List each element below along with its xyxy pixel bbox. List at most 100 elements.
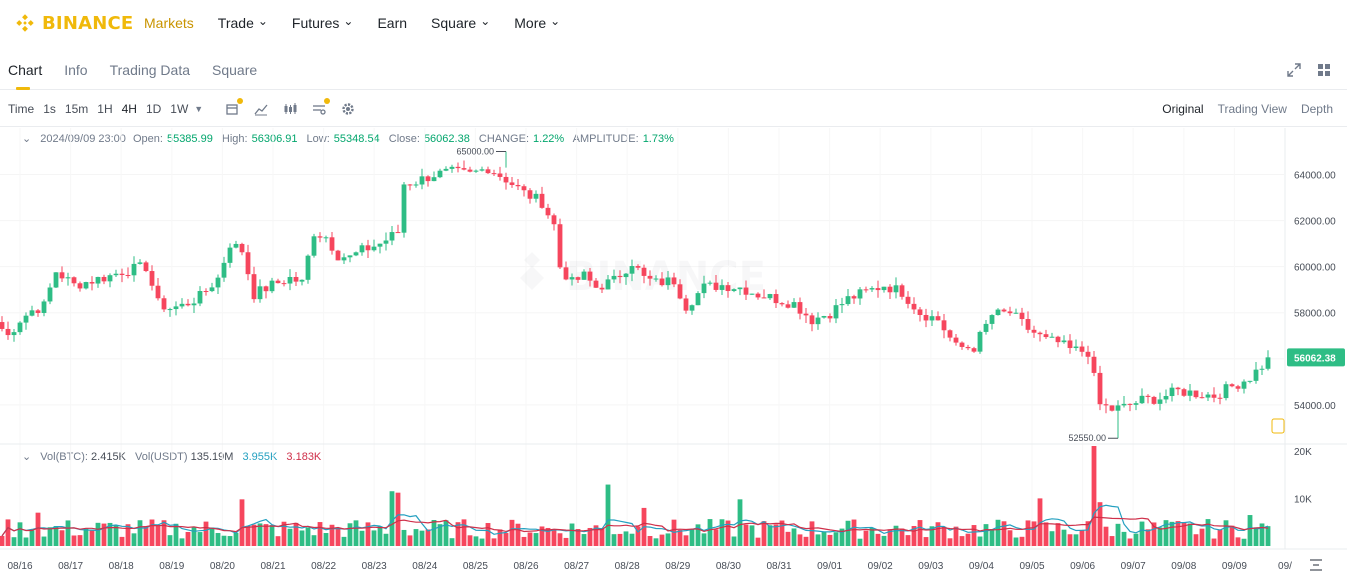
candle	[929, 310, 935, 326]
time-tick-label: 08/30	[716, 561, 741, 572]
candle	[239, 242, 245, 256]
candle	[1121, 395, 1127, 408]
volume-bar	[953, 526, 959, 546]
volume-bar	[989, 529, 995, 546]
volume-bar	[1133, 533, 1139, 546]
binance-logo[interactable]: BINANCE	[14, 12, 134, 34]
volume-bars	[0, 446, 1271, 546]
candle	[533, 190, 539, 203]
volume-bar	[809, 521, 815, 546]
volume-bar	[239, 499, 245, 546]
time-tick-label: 08/21	[260, 561, 285, 572]
candle	[179, 298, 185, 309]
volume-bar	[203, 521, 209, 546]
volume-bar	[611, 534, 617, 546]
candle	[233, 240, 239, 249]
volume-bar	[1109, 536, 1115, 546]
volume-bar	[113, 525, 119, 546]
indicator-icon[interactable]	[254, 102, 268, 116]
layout-grid-icon[interactable]	[1317, 63, 1331, 77]
time-tick-label: 09/06	[1070, 561, 1095, 572]
volume-bar	[767, 525, 773, 546]
candle	[77, 281, 83, 292]
display-settings-icon[interactable]	[312, 97, 331, 116]
volume-bar	[335, 528, 341, 546]
candle	[1163, 389, 1169, 404]
volume-bar	[569, 523, 575, 546]
volume-bar	[23, 537, 29, 546]
volume-bar	[551, 529, 557, 546]
price-chart[interactable]: BINANCE 65000.00 52550.00 64000.00 62000.00 6…	[0, 128, 1347, 575]
chart-view-switch: Original Trading View Depth	[1148, 91, 1333, 127]
view-trading-view[interactable]: Trading View	[1217, 102, 1287, 116]
tab-chart[interactable]: Chart	[8, 50, 42, 90]
volume-bar	[29, 530, 35, 546]
volume-bar	[89, 530, 95, 546]
candle	[869, 286, 875, 293]
interval-1h[interactable]: 1H	[97, 101, 113, 116]
vol-btc-label: Vol(BTC):	[40, 451, 88, 463]
candle	[1241, 379, 1247, 394]
interval-1s[interactable]: 1s	[43, 101, 56, 116]
volume-bar	[323, 533, 329, 546]
time-tick-label: 09/02	[868, 561, 893, 572]
ohlc-collapse-icon[interactable]: ⌄	[22, 133, 32, 145]
candle	[719, 279, 725, 296]
nav-item-earn[interactable]: Earn	[377, 15, 407, 31]
nav-item-square[interactable]: Square ⌄	[431, 14, 490, 31]
volume-bar	[773, 524, 779, 546]
candle	[275, 278, 281, 284]
volume-bar	[215, 533, 221, 546]
interval-dropdown-icon[interactable]: ▼	[194, 103, 204, 114]
calendar-indicator-icon[interactable]	[225, 97, 244, 116]
chevron-down-icon: ⌄	[550, 14, 561, 28]
time-interval-label[interactable]: Time	[8, 101, 35, 116]
interval-1d[interactable]: 1D	[145, 101, 162, 116]
candle	[1223, 381, 1229, 401]
expand-icon[interactable]	[1287, 63, 1301, 77]
nav-item-more[interactable]: More ⌄	[514, 14, 561, 31]
time-tick-label: 08/18	[109, 561, 134, 572]
volume-bar	[1187, 523, 1193, 546]
tab-info[interactable]: Info	[64, 61, 88, 78]
interval-4h[interactable]: 4H	[121, 101, 137, 116]
volume-bar	[17, 522, 23, 546]
view-original[interactable]: Original	[1162, 102, 1204, 116]
candlestick-type-icon[interactable]	[283, 102, 297, 116]
nav-item-trade[interactable]: Trade ⌄	[217, 14, 268, 31]
candle	[893, 277, 899, 299]
time-tick-label: 09/09	[1222, 561, 1247, 572]
view-depth[interactable]: Depth	[1300, 102, 1333, 116]
candle	[635, 264, 641, 271]
nav-item-markets[interactable]: Markets	[144, 15, 194, 31]
candle	[779, 302, 785, 307]
interval-15m[interactable]: 15m	[64, 101, 89, 116]
volume-bar	[707, 519, 713, 546]
volume-bar	[743, 524, 749, 546]
candle	[245, 244, 251, 281]
open-label: Open:	[132, 133, 163, 145]
candle	[1055, 335, 1061, 348]
amplitude-label: AMPLITUDE:	[572, 133, 639, 145]
candle	[953, 334, 959, 346]
volume-bar	[227, 536, 233, 546]
volume-collapse-icon[interactable]: ⌄	[22, 451, 32, 463]
candle	[845, 288, 851, 306]
binance-diamond-icon	[16, 14, 34, 32]
tab-square[interactable]: Square	[212, 61, 258, 78]
close-label: Close:	[388, 133, 420, 145]
nav-item-label: Trade	[217, 15, 254, 31]
volume-bar	[605, 484, 611, 546]
gear-icon[interactable]	[341, 102, 355, 116]
volume-bar	[65, 520, 71, 546]
tab-trading-data[interactable]: Trading Data	[109, 61, 191, 78]
nav-item-futures[interactable]: Futures ⌄	[292, 14, 354, 31]
candle	[911, 297, 917, 314]
volume-bar	[161, 520, 167, 546]
candle	[1097, 365, 1103, 411]
interval-1w[interactable]: 1W	[170, 101, 189, 116]
candle	[485, 166, 491, 174]
volume-bar	[1097, 502, 1103, 546]
volume-bar	[221, 535, 227, 546]
volume-bar	[959, 536, 965, 546]
